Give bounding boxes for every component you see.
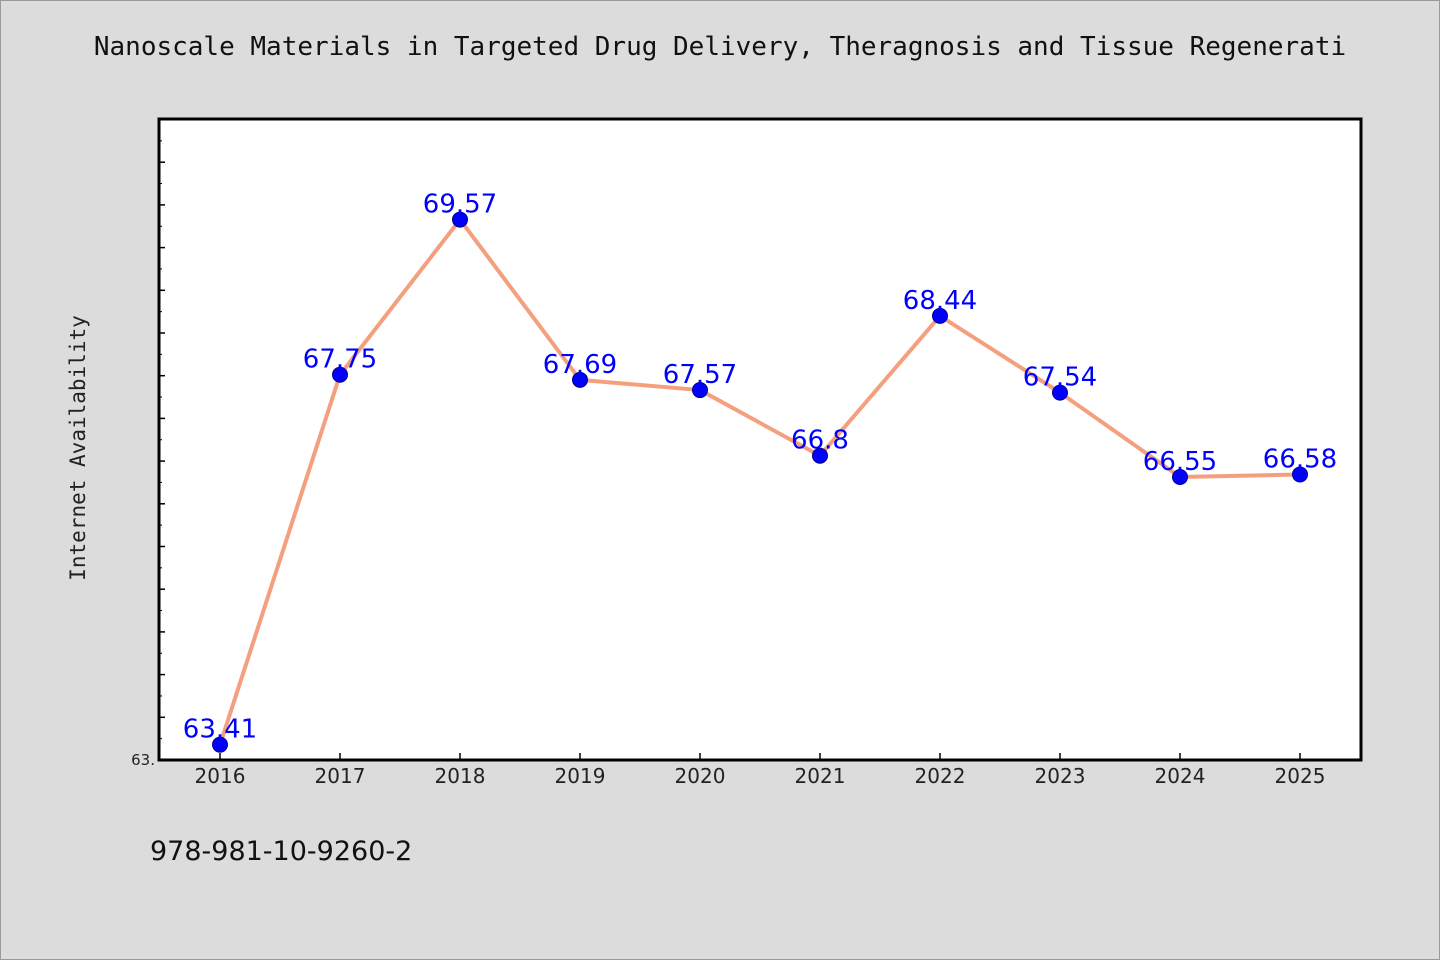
data-point <box>452 211 468 228</box>
data-point <box>1292 466 1308 483</box>
data-point <box>212 736 228 753</box>
x-tick-label: 2017 <box>315 764 366 788</box>
data-label: 66.55 <box>1143 447 1217 477</box>
x-tick-label: 2018 <box>435 764 486 788</box>
isbn-text: 978-981-10-9260-2 <box>150 836 413 867</box>
data-point <box>1172 469 1188 486</box>
data-label: 66.8 <box>791 426 849 456</box>
x-tick-label: 2019 <box>555 764 606 788</box>
data-label: 67.57 <box>663 360 737 390</box>
x-tick-label: 2022 <box>915 764 966 788</box>
y-tick-label: 63. <box>131 751 155 769</box>
data-point <box>572 371 588 388</box>
x-tick-label: 2020 <box>675 764 726 788</box>
data-point <box>812 447 828 464</box>
data-point <box>692 382 708 399</box>
chart-title: Nanoscale Materials in Targeted Drug Del… <box>93 32 1347 62</box>
x-tick-label: 2021 <box>795 764 846 788</box>
data-label: 67.75 <box>303 345 377 375</box>
data-point <box>932 307 948 324</box>
data-label: 66.58 <box>1263 444 1337 474</box>
series-line <box>218 217 1301 746</box>
plot-area <box>157 117 1363 762</box>
data-point <box>1052 384 1068 401</box>
data-label: 68.44 <box>903 286 977 316</box>
x-tick-label: 2025 <box>1275 764 1326 788</box>
x-tick-label: 2024 <box>1155 764 1206 788</box>
data-point <box>332 366 348 383</box>
data-label: 67.69 <box>543 350 617 380</box>
x-tick-label: 2016 <box>195 764 246 788</box>
data-label: 69.57 <box>423 190 497 220</box>
x-tick-label: 2023 <box>1035 764 1086 788</box>
data-label: 67.54 <box>1023 363 1097 393</box>
data-label: 63.41 <box>183 715 257 745</box>
